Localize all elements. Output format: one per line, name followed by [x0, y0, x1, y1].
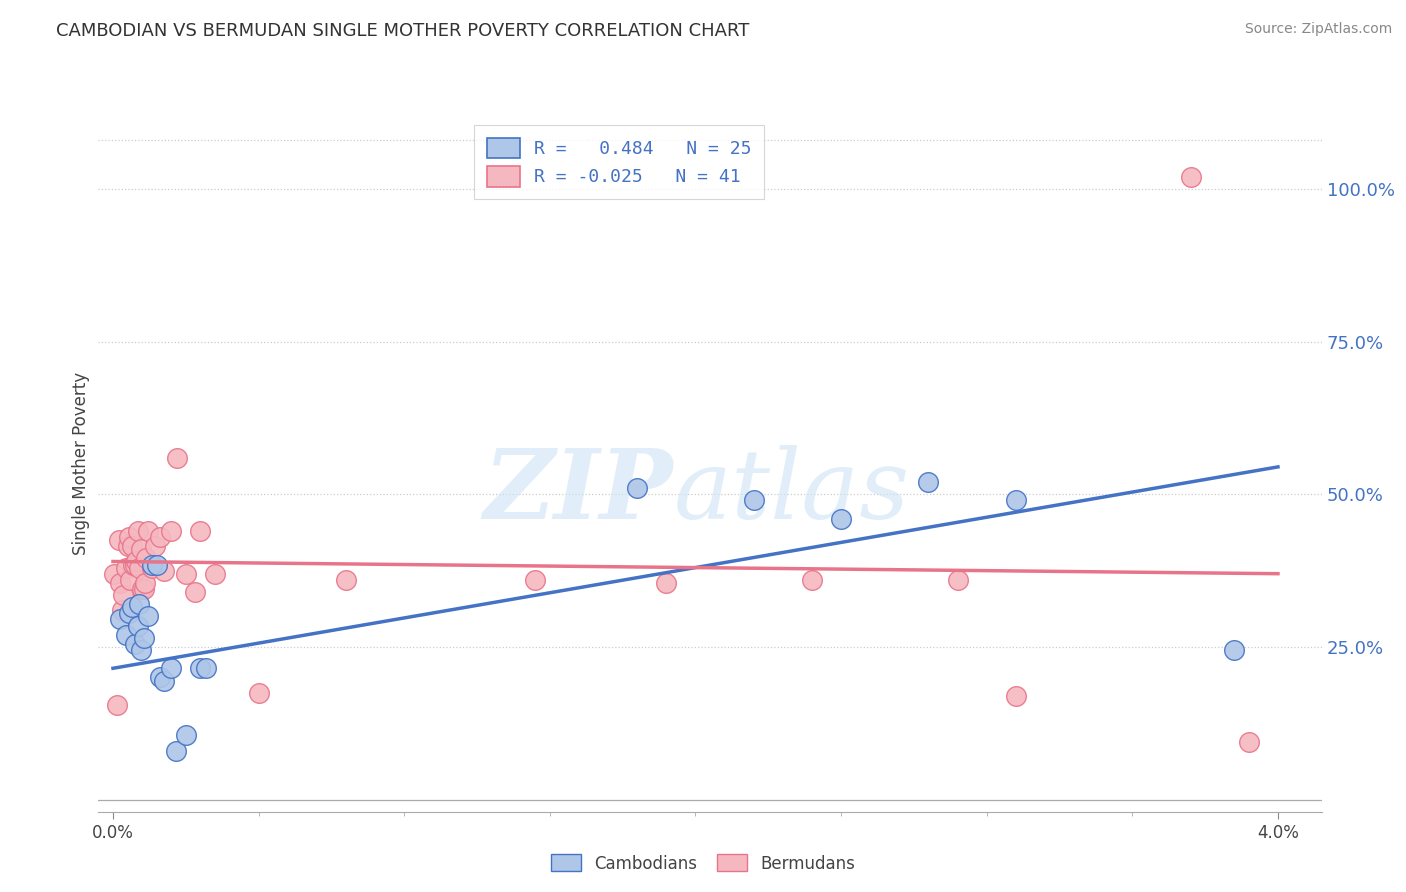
Point: [117, 539, 139, 553]
Text: Source: ZipAtlas.com: Source: ZipAtlas.com: [1244, 22, 1392, 37]
Point: [136, 524, 159, 538]
Point: [131, 582, 153, 596]
Point: [111, 603, 134, 617]
Point: [160, 524, 183, 538]
Point: [149, 670, 172, 684]
Point: [1180, 169, 1202, 184]
Point: [149, 530, 172, 544]
Point: [110, 575, 132, 590]
Point: [247, 686, 270, 700]
Point: [134, 575, 156, 590]
Point: [174, 566, 197, 581]
Point: [800, 573, 823, 587]
Point: [946, 573, 969, 587]
Point: [165, 744, 187, 758]
Point: [166, 450, 188, 465]
Point: [141, 558, 163, 572]
Point: [132, 582, 155, 596]
Legend: R =   0.484   N = 25, R = -0.025   N = 41: R = 0.484 N = 25, R = -0.025 N = 41: [474, 125, 763, 199]
Point: [110, 612, 132, 626]
Text: atlas: atlas: [673, 445, 910, 539]
Point: [204, 566, 226, 581]
Point: [1237, 734, 1260, 748]
Point: [153, 564, 176, 578]
Point: [125, 554, 148, 568]
Point: [118, 530, 141, 544]
Point: [174, 728, 197, 742]
Point: [195, 661, 218, 675]
Point: [105, 698, 128, 712]
Point: [128, 597, 150, 611]
Text: CAMBODIAN VS BERMUDAN SINGLE MOTHER POVERTY CORRELATION CHART: CAMBODIAN VS BERMUDAN SINGLE MOTHER POVE…: [56, 22, 749, 40]
Point: [153, 673, 176, 688]
Point: [143, 539, 166, 553]
Point: [1004, 493, 1026, 508]
Point: [118, 607, 141, 621]
Point: [655, 575, 678, 590]
Point: [122, 558, 145, 572]
Point: [129, 643, 152, 657]
Point: [127, 524, 149, 538]
Point: [335, 573, 357, 587]
Point: [112, 588, 135, 602]
Point: [1223, 643, 1246, 657]
Point: [1004, 689, 1026, 703]
Point: [917, 475, 939, 490]
Point: [524, 573, 547, 587]
Point: [136, 609, 159, 624]
Point: [103, 566, 125, 581]
Point: [121, 600, 143, 615]
Point: [115, 560, 138, 574]
Point: [124, 637, 146, 651]
Point: [121, 539, 143, 553]
Point: [132, 631, 155, 645]
Point: [188, 524, 212, 538]
Point: [183, 585, 205, 599]
Text: ZIP: ZIP: [484, 445, 673, 539]
Point: [141, 560, 163, 574]
Point: [145, 558, 167, 572]
Point: [124, 558, 146, 572]
Point: [129, 542, 152, 557]
Legend: Cambodians, Bermudans: Cambodians, Bermudans: [544, 847, 862, 880]
Point: [626, 481, 648, 495]
Point: [108, 533, 131, 548]
Point: [115, 628, 138, 642]
Point: [188, 661, 212, 675]
Point: [120, 573, 142, 587]
Y-axis label: Single Mother Poverty: Single Mother Poverty: [72, 372, 90, 556]
Point: [742, 493, 765, 508]
Point: [128, 560, 150, 574]
Point: [830, 512, 852, 526]
Point: [127, 618, 149, 632]
Point: [135, 551, 157, 566]
Point: [160, 661, 183, 675]
